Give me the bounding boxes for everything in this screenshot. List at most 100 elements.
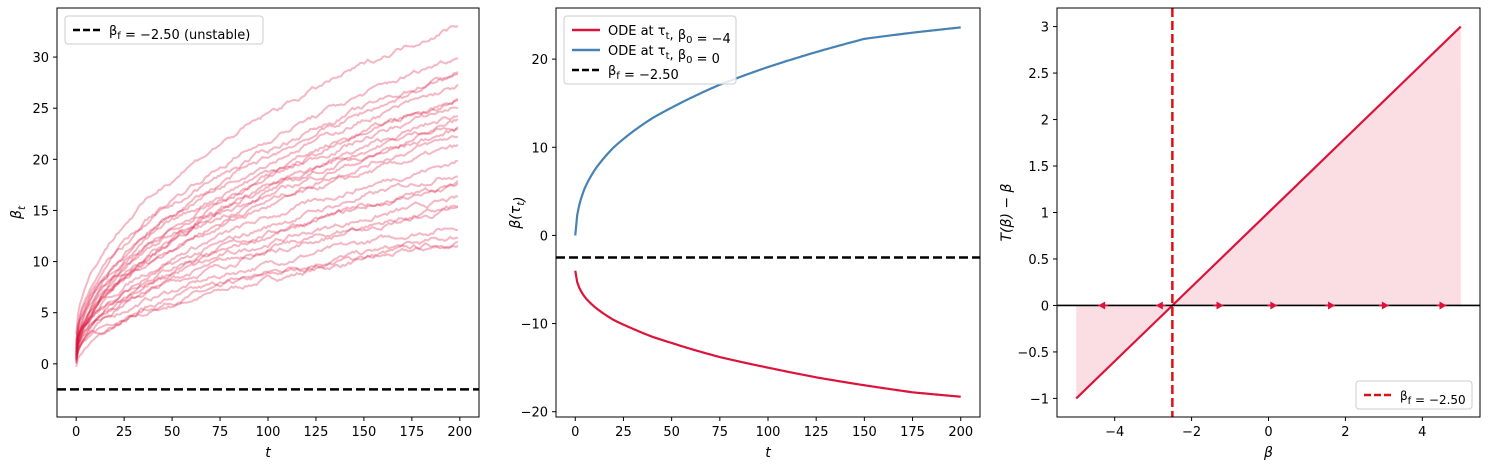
flow-arrow-head-7: [1439, 301, 1447, 310]
legend-entry-label: βf = −2.50: [608, 64, 679, 83]
legend-box: [1355, 380, 1473, 410]
sample-path: [75, 206, 459, 355]
plot-area: [556, 26, 980, 398]
sample-path: [75, 73, 459, 357]
legend: βf = −2.50: [1355, 380, 1473, 410]
sample-path: [75, 126, 459, 354]
legend-entry-label: βf = −2.50 (unstable): [109, 24, 250, 43]
y-tick-label: 2: [1041, 114, 1049, 129]
x-tick-label: 75: [712, 425, 729, 440]
sample-path: [75, 195, 459, 351]
x-tick-label: 200: [948, 425, 973, 440]
x-tick-label: 150: [852, 425, 877, 440]
y-tick-label: 0: [540, 229, 548, 244]
x-tick-label: 200: [447, 425, 472, 440]
series-line-2: [574, 26, 961, 236]
flow-arrow-head-4: [1270, 301, 1278, 310]
x-tick-label: −2: [1182, 425, 1201, 440]
legend-entry-label: βf = −2.50: [1400, 389, 1466, 407]
y-tick-label: 0.5: [1028, 253, 1049, 268]
plot-area: [1057, 8, 1480, 417]
y-tick-label: 20: [32, 153, 49, 168]
sample-path: [75, 97, 459, 348]
sample-path: [75, 71, 459, 342]
legend-box: [563, 15, 737, 85]
sample-path: [75, 24, 459, 335]
x-tick-label: 100: [756, 425, 781, 440]
x-tick-label: 125: [804, 425, 829, 440]
panel-2: 0 25 50 75 100 125 150 175 200 −20 −10 0 10 20 t β(τt) O…: [508, 7, 981, 461]
y-tick-label: 10: [531, 141, 548, 156]
y-tick-label: 1: [1041, 207, 1049, 222]
x-tick-label: 125: [304, 425, 329, 440]
sample-path: [75, 204, 458, 353]
y-axis-label: βt: [9, 205, 28, 220]
x-tick-label: 0: [72, 425, 80, 440]
flow-arrow-head-6: [1381, 301, 1389, 310]
y-tick-label: 1.5: [1028, 160, 1049, 175]
sample-path: [75, 227, 458, 357]
y-tick-label: 20: [531, 53, 548, 68]
sample-path: [75, 127, 459, 358]
x-axis-label: t: [265, 445, 271, 461]
legend: βf = −2.50 (unstable): [64, 15, 264, 45]
y-tick-label: −10: [521, 318, 548, 333]
y-tick-label: 0: [1041, 299, 1049, 314]
sample-path: [75, 83, 459, 346]
y-tick-label: 25: [32, 102, 49, 117]
panel-3: −4 −2 0 2 4 −1 −0.5 0 0.5 1 1.5 2 2.5 3 β T(β) − β βf = …: [999, 7, 1481, 461]
y-tick-label: −0.5: [1017, 346, 1049, 361]
series-line-1: [1075, 25, 1462, 400]
sample-path: [75, 106, 459, 355]
axes-frame: [56, 7, 480, 418]
y-tick-label: 5: [41, 307, 49, 322]
x-tick-label: 2: [1341, 425, 1349, 440]
sample-path: [75, 115, 459, 363]
x-axis-label: β: [1263, 445, 1273, 461]
sample-path: [75, 182, 459, 349]
x-tick-label: 175: [900, 425, 925, 440]
flow-arrow-head-5: [1328, 301, 1336, 310]
y-tick-label: −1: [1030, 392, 1049, 407]
flow-arrow-head-2: [1155, 301, 1163, 310]
x-tick-label: 175: [399, 425, 424, 440]
sample-path: [75, 240, 459, 362]
sample-path: [75, 244, 459, 368]
x-tick-label: 75: [212, 425, 229, 440]
series-line-1: [574, 270, 961, 398]
sample-path: [75, 159, 458, 356]
y-axis-label: T(β) − β: [999, 183, 1015, 241]
plot-area: [57, 24, 479, 391]
x-tick-label: 150: [351, 425, 376, 440]
x-tick-label: 50: [164, 425, 181, 440]
x-tick-label: 0: [1264, 425, 1272, 440]
y-tick-label: 3: [1041, 21, 1049, 36]
flow-arrow-head-1: [1098, 301, 1106, 310]
x-tick-label: 25: [116, 425, 133, 440]
x-tick-label: 4: [1418, 425, 1426, 440]
y-tick-label: 30: [32, 51, 49, 66]
sample-path: [75, 235, 458, 360]
x-tick-label: 50: [663, 425, 680, 440]
panel-1: 0 25 50 75 100 125 150 175 200 0 5 10 15 20 25 30 t βt βf …: [9, 7, 480, 461]
sample-path: [75, 118, 459, 350]
sample-path: [75, 180, 459, 364]
legend-entry-label: ODE at τt, β0 = −4: [608, 24, 731, 47]
y-tick-label: 15: [32, 204, 49, 219]
y-tick-label: 2.5: [1028, 67, 1049, 82]
y-tick-label: 10: [32, 256, 49, 271]
y-tick-label: −20: [521, 406, 548, 421]
flow-arrow-head-3: [1216, 301, 1224, 310]
sample-path: [75, 57, 459, 345]
x-tick-label: −4: [1105, 425, 1124, 440]
sample-path: [75, 143, 459, 352]
legend-entry-label: ODE at τt, β0 = 0: [608, 44, 720, 67]
x-tick-label: 0: [571, 425, 579, 440]
legend-box: [64, 15, 264, 45]
sample-path: [75, 134, 459, 361]
sample-path: [75, 98, 459, 360]
x-axis-label: t: [765, 445, 771, 461]
x-tick-label: 25: [615, 425, 632, 440]
